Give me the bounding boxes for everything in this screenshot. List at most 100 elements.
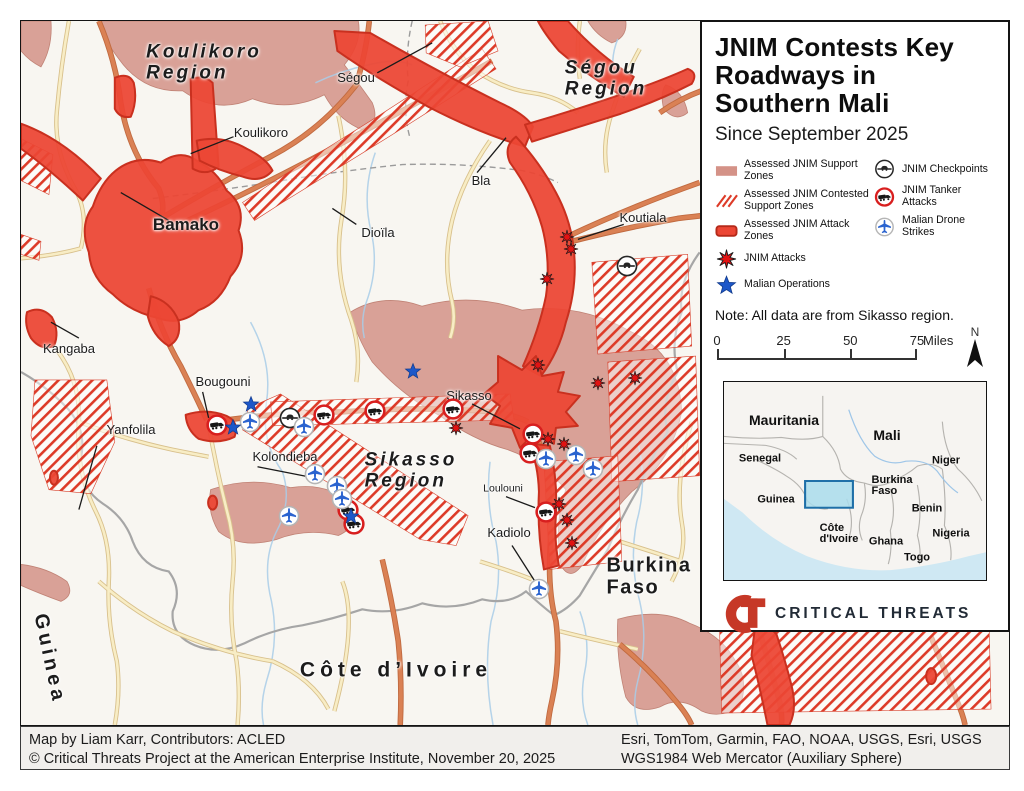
map-title: JNIM Contests Key Roadways in Southern M… [715,32,954,118]
legend-item: JNIM Attacks [715,248,873,269]
drone-icon [304,463,326,485]
attack-icon [539,271,555,287]
checkpoint-icon [616,255,638,277]
drone-icon [535,448,557,470]
inset-label: Mauritania [748,411,820,428]
tanker-legend-icon [873,187,896,207]
info-panel: JNIM Contests Key Roadways in Southern M… [700,20,1010,635]
attack-icon [559,512,575,528]
legend-label: Assessed JNIM Support Zones [744,158,858,183]
legend-item: JNIM Checkpoints [873,159,995,179]
scale-unit: Miles [923,332,954,348]
legend-item: Assessed JNIM Contested Support Zones [715,188,873,213]
scale-tick-label: 0 [713,332,721,348]
inset-label: Guinea [757,492,795,505]
inset-label: Togo [903,550,931,563]
legend-column-right: JNIM Checkpoints JNIM Tanker Attacks Malia… [873,156,995,297]
inset-label: Benin [911,501,943,514]
attribution-bar: Map by Liam Karr, Contributors: ACLED © … [20,726,1010,770]
scale-bar: 0 25 50 75 [713,332,924,360]
tanker-icon [442,398,464,420]
drone-legend-icon [873,217,896,237]
legend-item: JNIM Tanker Attacks [873,185,995,209]
contested-legend-icon [715,191,738,211]
drone-icon [582,458,604,480]
ocean [724,498,986,580]
credit-line-2: © Critical Threats Project at the Americ… [29,750,556,767]
attack-icon [540,431,556,447]
north-arrow: N [963,325,987,369]
attack-icon [551,496,567,512]
scale-tick-label: 25 [776,332,791,348]
legend-label: Assessed JNIM Attack Zones [744,217,850,242]
scale-tick-label: 75 [909,332,925,348]
north-label: N [970,324,980,339]
inset-map-graphic [724,381,986,580]
inset-label: Ghana [868,534,904,547]
drone-icon [278,505,300,527]
attack-icon [530,357,546,373]
drone-icon [565,444,587,466]
opstar-icon [242,395,260,413]
legend-item: Assessed JNIM Attack Zones [715,217,873,243]
attack-icon [559,229,575,245]
inset-label: Mali [873,426,901,443]
inset-label: Côte d'Ivoire [819,521,859,545]
scale-bar-row: 0 25 50 75 Miles N [713,325,995,371]
legend-item: Assessed JNIM Support Zones [715,159,873,183]
legend-column-left: Assessed JNIM Support Zones Assessed JNIM… [715,156,873,297]
inset-river [848,409,959,493]
attack-icon [563,241,579,257]
attack-icon [627,370,643,386]
legend: Assessed JNIM Support Zones Assessed JNIM… [715,156,995,297]
sources-line: Esri, TomTom, Garmin, FAO, NOAA, USGS, E… [621,732,982,748]
data-note: Note: All data are from Sikasso region. [715,306,954,323]
attack-icon [590,375,606,391]
inset-label: Nigeria [932,526,970,539]
credits-left: Map by Liam Karr, Contributors: ACLED © … [29,731,555,768]
attackzone-legend-icon [715,221,738,241]
drone-icon [528,578,550,600]
inset-label: Niger [931,453,961,466]
attack-icon [564,535,580,551]
scale-tick-label: 50 [843,332,858,348]
legend-item: Malian Drone Strikes [873,214,995,239]
attack-icon [556,436,572,452]
legend-label: JNIM Tanker Attacks [902,184,962,209]
legend-item: Malian Operations [715,274,873,295]
drone-icon [239,411,261,433]
scale-line [717,348,917,360]
support-legend-icon [715,161,738,181]
map-subtitle: Since September 2025 [715,124,909,146]
tanker-icon [313,404,335,426]
credit-line-1: Map by Liam Karr, Contributors: ACLED [29,732,286,748]
legend-label: Malian Drone Strikes [902,214,966,239]
leader-lines [50,42,624,582]
legend-label: Malian Operations [744,277,830,290]
inset-label: Senegal [738,451,782,464]
scale-ticks: 0 25 50 75 [713,332,924,348]
attack-legend-icon [715,248,738,269]
legend-label: JNIM Attacks [744,251,806,264]
inset-borders [724,395,983,564]
tanker-icon [535,501,557,523]
checkpoint-legend-icon [873,159,896,179]
drone-icon [293,416,315,438]
inset-label: Burkina Faso [871,473,913,497]
legend-label: Assessed JNIM Contested Support Zones [744,188,869,213]
drone-icon [331,488,353,510]
logo-wordmark: CRITICAL THREATS [775,604,972,622]
logo-row: CRITICAL THREATS [715,593,995,635]
opstar-icon [342,507,360,525]
north-arrow-icon [967,338,983,367]
credits-right: Esri, TomTom, Garmin, FAO, NOAA, USGS, E… [621,731,982,768]
legend-label: JNIM Checkpoints [902,162,988,175]
attack-icon [448,420,464,436]
opstar-legend-icon [715,274,738,295]
opstar-icon [404,362,422,380]
critical-threats-logo-icon [715,593,767,635]
inset-extent-box [804,479,854,509]
projection-line: WGS1984 Web Mercator (Auxiliary Sphere) [621,750,902,767]
inset-map: Mauritania Mali Senegal Niger Guinea Burkina … [723,380,987,581]
